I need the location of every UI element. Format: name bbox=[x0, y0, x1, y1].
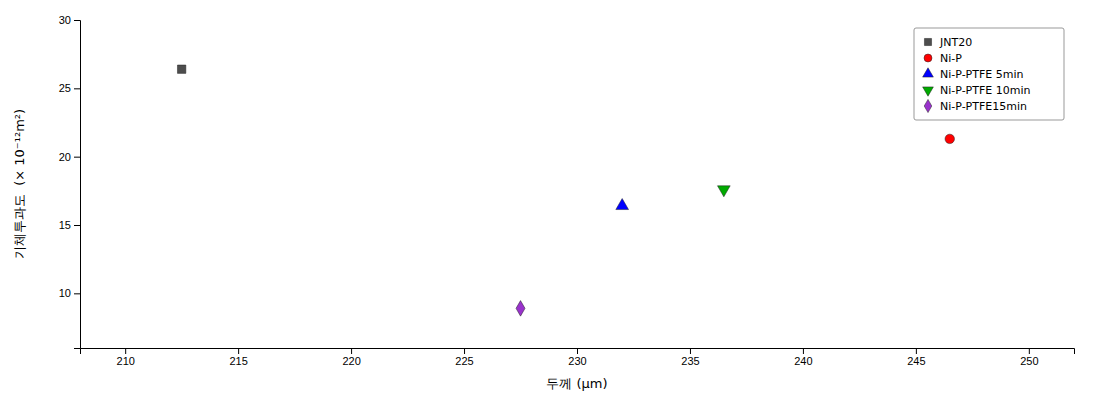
legend-label: Ni-P-PTFE 5min bbox=[940, 68, 1024, 81]
y-tick-mark bbox=[74, 293, 80, 294]
legend-item: Ni-P-PTFE 5min bbox=[923, 68, 1024, 81]
point bbox=[177, 65, 185, 73]
y-tick-label: 30 bbox=[59, 14, 71, 26]
x-tick-label: 230 bbox=[568, 355, 586, 367]
series bbox=[717, 186, 730, 197]
series bbox=[177, 65, 185, 73]
x-tick: 215 bbox=[229, 348, 247, 367]
chart: 210 215 220 225 230 235 240 245 250 10 15 20 25 30 JNT… bbox=[0, 0, 1104, 398]
legend-item: JNT20 bbox=[924, 36, 972, 49]
x-tick: 220 bbox=[342, 348, 360, 367]
point bbox=[945, 134, 954, 143]
point bbox=[516, 301, 525, 317]
x-tick-mark bbox=[916, 348, 917, 354]
legend-label: Ni-P-PTFE 10min bbox=[940, 84, 1031, 97]
series bbox=[945, 134, 954, 143]
x-tick: 225 bbox=[455, 348, 473, 367]
x-tick-label: 225 bbox=[455, 355, 473, 367]
legend-swatch bbox=[923, 68, 934, 77]
y-axis-line bbox=[74, 21, 81, 349]
y-tick-mark bbox=[74, 157, 80, 158]
y-tick-mark bbox=[74, 88, 80, 89]
y-axis-title: 기체투과도 (× 10⁻¹²m²) bbox=[12, 109, 27, 259]
y-tick: 30 bbox=[59, 14, 80, 26]
y-tick: 20 bbox=[59, 151, 80, 163]
x-tick-mark bbox=[464, 348, 465, 354]
x-tick-mark bbox=[1029, 348, 1030, 354]
legend-label: Ni-P bbox=[940, 52, 962, 65]
legend-swatch bbox=[924, 38, 931, 45]
legend-item: Ni-P-PTFE 10min bbox=[923, 84, 1031, 97]
y-tick: 25 bbox=[59, 82, 80, 94]
x-tick-label: 215 bbox=[229, 355, 247, 367]
x-axis: 210 215 220 225 230 235 240 245 250 bbox=[81, 348, 1075, 367]
legend-frame bbox=[914, 28, 1064, 120]
x-tick-label: 210 bbox=[117, 355, 135, 367]
legend-swatch bbox=[924, 54, 932, 62]
x-tick-mark bbox=[351, 348, 352, 354]
y-tick-mark bbox=[74, 20, 80, 21]
legend: JNT20 Ni-P Ni-P-PTFE 5min Ni-P-PTFE 10min Ni… bbox=[914, 28, 1064, 120]
x-tick: 240 bbox=[794, 348, 812, 367]
legend-swatch bbox=[924, 99, 932, 112]
x-axis-title: 두께 (μm) bbox=[546, 376, 607, 391]
series bbox=[616, 199, 629, 210]
x-tick-mark bbox=[125, 348, 126, 354]
x-tick: 230 bbox=[568, 348, 586, 367]
legend-label: Ni-P-PTFE15min bbox=[940, 100, 1027, 113]
x-tick-mark bbox=[577, 348, 578, 354]
x-tick-label: 240 bbox=[794, 355, 812, 367]
x-tick-mark bbox=[803, 348, 804, 354]
x-tick: 250 bbox=[1020, 348, 1038, 367]
plot: 210 215 220 225 230 235 240 245 250 10 15 20 25 30 JNT… bbox=[59, 14, 1075, 367]
legend-item: Ni-P bbox=[924, 52, 962, 65]
x-axis-line bbox=[81, 349, 1075, 355]
series bbox=[516, 301, 525, 317]
y-tick-label: 15 bbox=[59, 219, 71, 231]
point bbox=[616, 199, 629, 210]
x-tick: 210 bbox=[117, 348, 135, 367]
points bbox=[177, 65, 954, 316]
y-tick-label: 25 bbox=[59, 82, 71, 94]
x-tick-label: 235 bbox=[681, 355, 699, 367]
x-tick: 235 bbox=[681, 348, 699, 367]
legend-label: JNT20 bbox=[939, 36, 972, 49]
x-tick-label: 250 bbox=[1020, 355, 1038, 367]
y-axis: 10 15 20 25 30 bbox=[59, 14, 81, 348]
point bbox=[717, 186, 730, 197]
y-tick: 10 bbox=[59, 287, 80, 299]
legend-swatch bbox=[923, 87, 934, 96]
y-tick-mark bbox=[74, 225, 80, 226]
y-tick-label: 20 bbox=[59, 151, 71, 163]
x-tick-mark bbox=[690, 348, 691, 354]
x-tick: 245 bbox=[907, 348, 925, 367]
x-tick-label: 245 bbox=[907, 355, 925, 367]
x-tick-mark bbox=[238, 348, 239, 354]
y-tick: 15 bbox=[59, 219, 80, 231]
legend-item: Ni-P-PTFE15min bbox=[924, 99, 1027, 112]
x-tick-label: 220 bbox=[342, 355, 360, 367]
y-tick-label: 10 bbox=[59, 287, 71, 299]
